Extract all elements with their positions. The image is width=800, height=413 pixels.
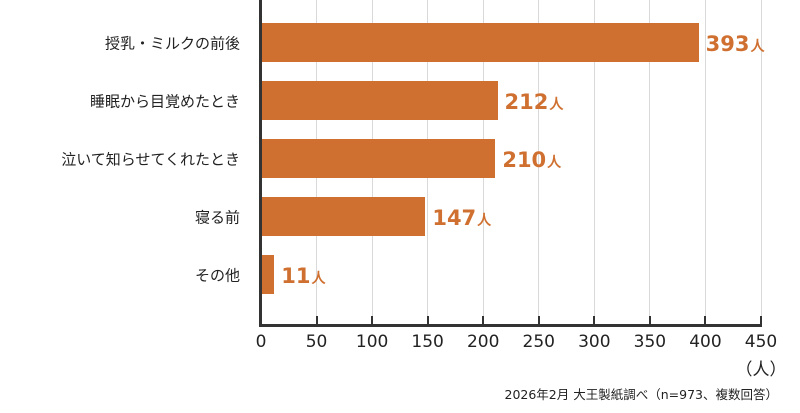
x-axis-line [259, 324, 762, 327]
value-number: 393 [706, 32, 750, 56]
bar [262, 197, 425, 236]
category-label: 授乳・ミルクの前後 [105, 33, 240, 54]
category-label: 寝る前 [195, 207, 240, 228]
value-unit: 人 [549, 97, 563, 113]
bar [262, 255, 274, 294]
value-number: 147 [432, 206, 476, 230]
bar [262, 23, 699, 62]
value-label: 212人 [505, 90, 564, 114]
value-number: 212 [505, 90, 549, 114]
category-label: 睡眠から目覚めたとき [90, 91, 240, 112]
x-tick-label: 350 [634, 332, 666, 352]
bar [262, 81, 498, 120]
x-tick-label: 50 [306, 332, 328, 352]
value-unit: 人 [547, 155, 561, 171]
value-unit: 人 [751, 39, 765, 55]
x-tick-label: 300 [578, 332, 610, 352]
x-tick-label: 250 [523, 332, 555, 352]
value-unit: 人 [477, 213, 491, 229]
category-label: その他 [195, 265, 240, 286]
value-label: 393人 [706, 32, 765, 56]
x-tick-label: 450 [745, 332, 777, 352]
value-label: 147人 [432, 206, 491, 230]
bar [262, 139, 495, 178]
value-number: 210 [502, 148, 546, 172]
x-tick-label: 0 [256, 332, 267, 352]
x-tick-label: 100 [356, 332, 388, 352]
source-note: 2026年2月 大王製紙調べ（n=973、複数回答） [505, 384, 779, 403]
x-tick-label: 200 [467, 332, 499, 352]
value-unit: 人 [311, 271, 325, 287]
x-tick-label: 400 [689, 332, 721, 352]
category-label: 泣いて知らせてくれたとき [61, 149, 240, 170]
x-axis-unit: （人） [736, 355, 787, 380]
value-label: 11人 [281, 264, 325, 288]
value-number: 11 [281, 264, 310, 288]
x-tick-label: 150 [411, 332, 443, 352]
value-label: 210人 [502, 148, 561, 172]
